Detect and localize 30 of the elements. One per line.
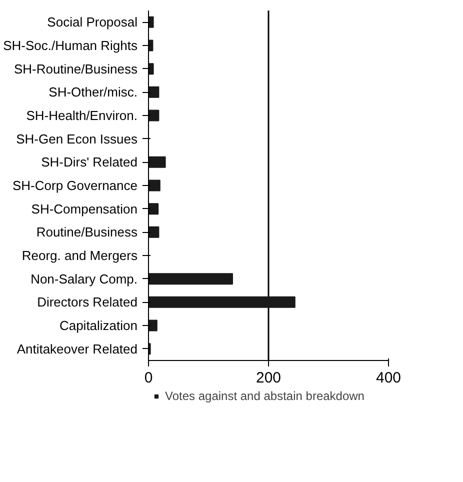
- x-tick-label: 200: [256, 370, 282, 386]
- x-tick-label: 0: [144, 370, 153, 386]
- legend-label: Votes against and abstain breakdown: [165, 389, 364, 403]
- y-tick-label: Capitalization: [59, 318, 138, 333]
- y-tick-label: SH-Health/Environ.: [26, 108, 138, 123]
- y-tick-label: Non-Salary Comp.: [30, 271, 138, 286]
- y-tick-label: SH-Other/misc.: [48, 84, 138, 100]
- y-tick-label: SH-Gen Econ Issues: [16, 131, 138, 146]
- y-tick-label: SH-Soc./Human Rights: [3, 38, 138, 53]
- bar: [148, 16, 154, 28]
- bar: [148, 203, 159, 215]
- bar: [148, 86, 160, 98]
- x-tick-label: 400: [376, 370, 402, 386]
- bar: [148, 156, 166, 168]
- y-tick-label: Reorg. and Mergers: [22, 248, 138, 263]
- bar: [148, 320, 158, 332]
- bar: [148, 63, 154, 75]
- y-tick-label: Social Proposal: [47, 14, 138, 30]
- y-tick-label: Antitakeover Related: [16, 341, 138, 356]
- y-tick-label: SH-Corp Governance: [12, 178, 138, 193]
- y-tick-label: SH-Compensation: [31, 201, 138, 216]
- bar: [148, 110, 160, 122]
- bar: [148, 180, 160, 192]
- y-tick-label: SH-Routine/Business: [14, 61, 138, 76]
- y-tick-label: SH-Dirs' Related: [41, 154, 138, 170]
- bar: [148, 226, 160, 238]
- bar: [148, 296, 296, 308]
- bar: [148, 273, 233, 285]
- y-tick-label: Routine/Business: [36, 224, 138, 240]
- y-tick-label: Directors Related: [37, 294, 138, 310]
